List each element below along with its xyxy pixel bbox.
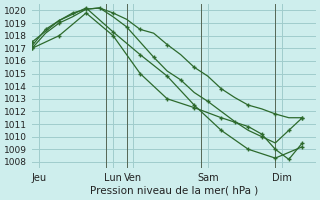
X-axis label: Pression niveau de la mer( hPa ): Pression niveau de la mer( hPa )	[90, 186, 258, 196]
